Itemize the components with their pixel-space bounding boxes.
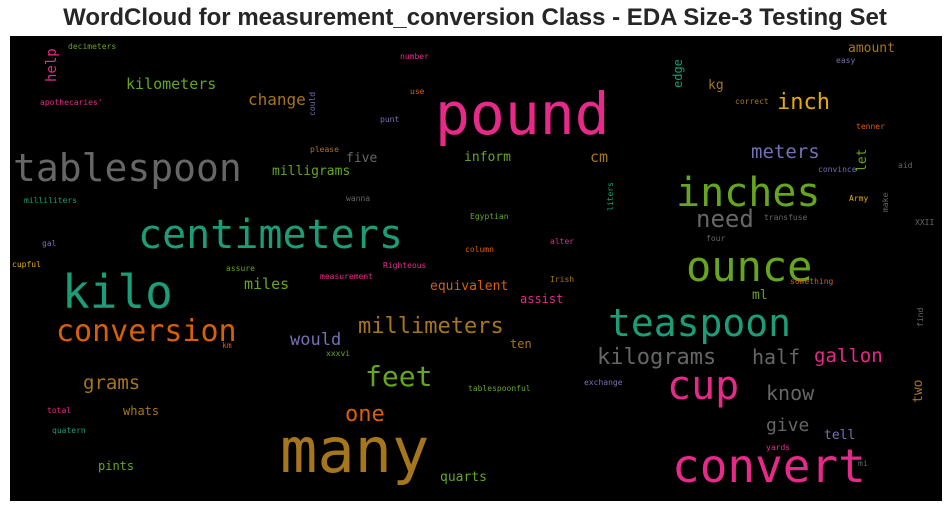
word-total: total: [47, 406, 71, 415]
word-pints: pints: [98, 459, 134, 473]
word-apothecaries: apothecaries': [40, 98, 103, 107]
word-cloud: many pound convert kilo ounce centimeters inch…: [10, 36, 942, 501]
word-yards: yards: [766, 443, 790, 452]
word-whats: whats: [123, 404, 159, 418]
word-inches: inches: [676, 170, 821, 216]
word-transfuse: transfuse: [764, 213, 808, 222]
word-find: find: [916, 308, 925, 327]
word-ml: ml: [752, 288, 768, 303]
word-number: number: [400, 52, 429, 61]
word-inform: inform: [464, 150, 511, 165]
word-centimeters: centimeters: [138, 212, 403, 258]
word-pound: pound: [435, 80, 610, 148]
word-tablespoonful: tablespoonful: [468, 384, 531, 393]
word-quarts: quarts: [440, 470, 487, 485]
word-two: two: [911, 380, 926, 403]
word-kilograms: kilograms: [597, 345, 716, 370]
word-ten: ten: [510, 337, 532, 351]
word-five: five: [346, 151, 377, 166]
word-help: help: [44, 48, 60, 82]
word-one: one: [345, 402, 385, 427]
word-aid: aid: [898, 161, 913, 170]
word-easy: easy: [836, 56, 855, 65]
word-equivalent: equivalent: [430, 279, 508, 294]
word-convince: convince: [818, 165, 857, 174]
word-make: make: [881, 193, 890, 212]
word-gallon: gallon: [814, 345, 883, 367]
word-millimeters: millimeters: [358, 314, 504, 339]
word-kilo: kilo: [62, 265, 173, 319]
word-quatern: quatern: [52, 426, 86, 435]
word-punt: punt: [380, 115, 399, 124]
word-feet: feet: [365, 360, 432, 393]
word-four: four: [706, 234, 725, 243]
word-use: use: [410, 87, 425, 96]
word-please: please: [310, 145, 339, 154]
word-irish: Irish: [550, 275, 574, 284]
word-cupful: cupful: [12, 260, 41, 269]
word-km: km: [222, 341, 232, 350]
word-alter: alter: [550, 237, 574, 246]
word-egyptian: Egyptian: [470, 212, 509, 221]
word-tenner: tenner: [856, 122, 885, 131]
word-decimeters: decimeters: [68, 42, 116, 51]
word-liters: liters: [606, 182, 615, 211]
word-could: could: [308, 92, 317, 116]
word-column: column: [465, 245, 494, 254]
word-would: would: [290, 330, 341, 350]
word-meters: meters: [751, 141, 820, 163]
word-army: Army: [849, 194, 868, 203]
word-convert: convert: [672, 439, 866, 493]
cloud-background: [10, 36, 942, 501]
word-assist: assist: [520, 292, 563, 306]
word-xxii: XXII: [915, 218, 934, 227]
word-need: need: [696, 205, 754, 233]
word-many: many: [280, 414, 429, 487]
chart-title: WordCloud for measurement_conversion Cla…: [63, 4, 887, 31]
word-assure: assure: [226, 264, 255, 273]
word-let: let: [855, 149, 870, 172]
word-righteous: Righteous: [383, 261, 427, 270]
word-half: half: [752, 345, 800, 369]
word-change: change: [248, 90, 306, 109]
word-kilometers: kilometers: [126, 75, 216, 93]
word-kg: kg: [708, 78, 724, 93]
word-tell: tell: [824, 428, 855, 443]
word-ounce: ounce: [686, 242, 812, 291]
word-teaspoon: teaspoon: [608, 301, 791, 345]
word-correct: correct: [735, 97, 769, 106]
word-exchange: exchange: [584, 378, 623, 387]
word-milligrams: milligrams: [272, 164, 350, 179]
word-gal: gal: [42, 239, 57, 248]
word-know: know: [766, 381, 815, 405]
word-cloud-canvas: many pound convert kilo ounce centimeters inch…: [10, 36, 942, 501]
word-miles: miles: [244, 275, 289, 293]
word-measurement: measurement: [320, 272, 373, 281]
word-grams: grams: [83, 372, 140, 394]
word-milliliters: milliliters: [24, 196, 77, 205]
word-something: something: [790, 277, 834, 286]
word-edge: edge: [671, 59, 685, 88]
word-cup: cup: [667, 363, 739, 409]
word-wanna: wanna: [346, 194, 370, 203]
word-amount: amount: [848, 41, 895, 56]
word-conversion: conversion: [56, 314, 237, 349]
word-inch: inch: [777, 90, 830, 115]
word-cm: cm: [590, 148, 608, 166]
word-tablespoon: tablespoon: [13, 146, 242, 190]
word-xxxvi: xxxvi: [326, 349, 350, 358]
word-give: give: [766, 415, 809, 436]
word-mi: mi: [858, 459, 868, 468]
